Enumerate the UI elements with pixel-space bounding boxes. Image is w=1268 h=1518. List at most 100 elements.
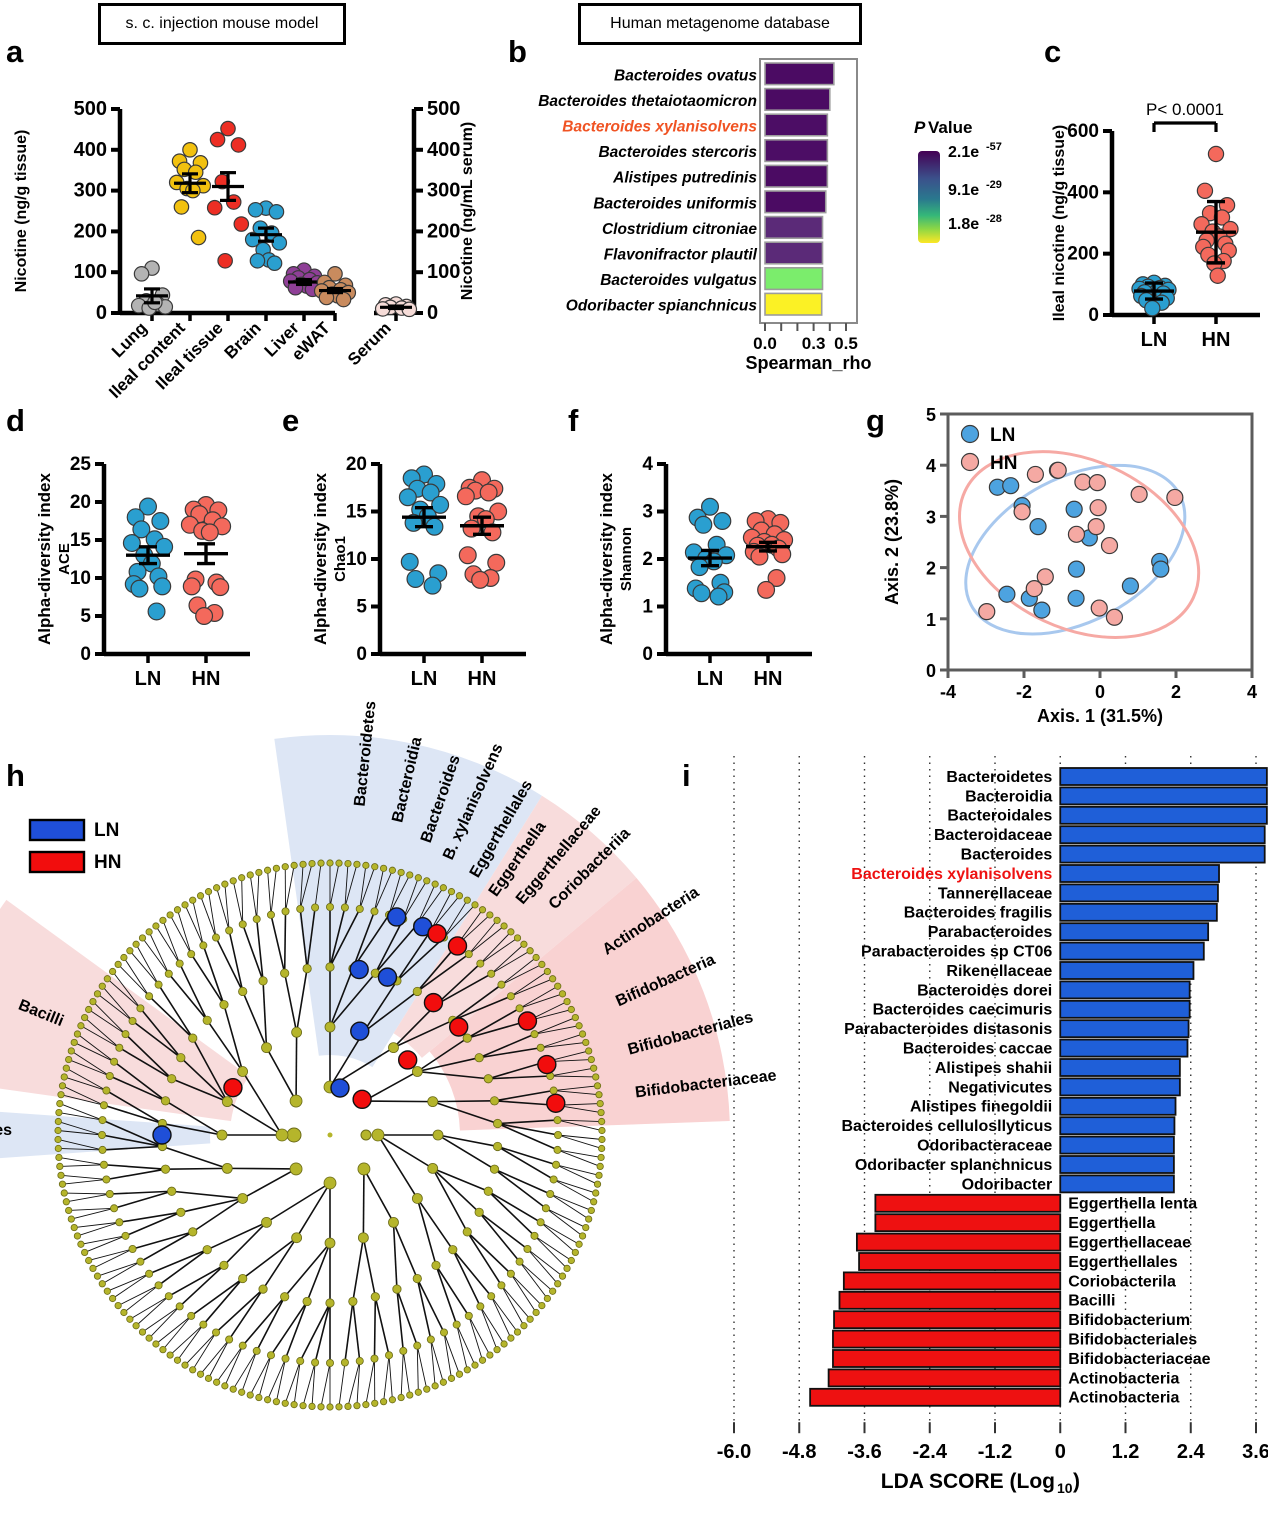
cladogram-node (237, 1066, 249, 1077)
cladogram-node (252, 1346, 261, 1355)
cladogram-node (500, 1340, 508, 1348)
panel-i-bar-ln (1059, 1116, 1176, 1136)
svg-c-ytick: 600 (1067, 121, 1099, 142)
cladogram-node (432, 1129, 444, 1141)
cladogram-node (335, 1403, 343, 1411)
panel-g-legend-label: LN (990, 425, 1015, 446)
svg-e-ytick: 0 (356, 644, 367, 665)
panel-b-xtick: 0.3 (802, 334, 826, 353)
cladogram-node (448, 1245, 458, 1255)
panel-b-category-label: Clostridium citroniae (602, 221, 757, 238)
cladogram-node-hn (223, 1077, 243, 1098)
svg-f-point (767, 569, 786, 588)
panel-i-xtick: 0 (1055, 1441, 1066, 1463)
panel-b-category-label: Bacteroides ovatus (614, 67, 757, 84)
panel-i-bar-ln (1059, 980, 1191, 1000)
cladogram-node (167, 1074, 177, 1084)
panel-i-bar-ln (1059, 864, 1220, 883)
panel-g-point-hn (978, 603, 996, 621)
panel-g-point-hn (1166, 488, 1184, 507)
cladogram-node (549, 1175, 558, 1184)
cladogram-node (138, 1328, 147, 1336)
panel-i-bar-label: Parabacteroides (928, 924, 1053, 941)
cladogram-node (189, 896, 197, 904)
panel-a-xtick-brain: Brain (221, 318, 265, 362)
panel-g-xtick: 4 (1247, 682, 1257, 702)
cladogram-node (145, 1269, 154, 1278)
svg-d-xtick-hn: HN (192, 668, 221, 690)
cladogram-node (221, 1096, 233, 1108)
cladogram-node (225, 926, 234, 935)
panel-a-point (271, 235, 288, 251)
cladogram-node (463, 1366, 471, 1374)
cladogram-node (204, 1374, 213, 1382)
cladogram-node (483, 1074, 493, 1084)
cladogram-node (175, 959, 184, 968)
cladogram-node (81, 1248, 89, 1257)
panel-i-bar-label: Eggerthella (1068, 1215, 1155, 1232)
svg-d-ylabel-main: Alpha-diversity index (35, 472, 54, 644)
cladogram-node (388, 1396, 397, 1404)
panel-g-point-ln (1067, 560, 1086, 578)
cladogram-node (487, 969, 496, 978)
panel-g-point-ln (1033, 601, 1051, 619)
panel-a-ytick: 200 (74, 220, 107, 242)
cladogram-node (325, 903, 334, 912)
cladogram-node (213, 1378, 221, 1386)
cladogram-node (585, 1047, 593, 1055)
cladogram-node (102, 1086, 111, 1095)
svg-f-point (709, 587, 728, 606)
panel-g-point-hn (1100, 536, 1119, 555)
cladogram-node (219, 1260, 229, 1270)
svg-e-point (456, 487, 475, 506)
cladogram-node (371, 1128, 385, 1142)
cladogram-node (57, 1091, 65, 1099)
svg-d-ytick: 25 (70, 454, 92, 475)
cladogram-node (554, 1130, 563, 1139)
cladogram-node-hn (546, 1093, 566, 1113)
panel-a-point (268, 204, 285, 220)
cladogram-node (486, 911, 494, 919)
cladogram-node (211, 1328, 220, 1337)
panel-a-point (133, 266, 150, 282)
panel-a-ytick: 0 (96, 302, 107, 324)
cladogram-node (536, 1218, 545, 1227)
panel-i-bar-hn (855, 1232, 1062, 1252)
panel-b-category-label: Flavonifractor plautil (604, 247, 758, 264)
panel-i-bar-ln (1059, 999, 1191, 1019)
svg-f-point (692, 584, 711, 603)
panel-b-category-label: Alistipes putredinis (612, 170, 757, 187)
svg-e-ytick: 5 (356, 597, 367, 618)
cladogram-node (145, 928, 153, 936)
cladogram-node (590, 1064, 598, 1072)
svg-e-point (423, 576, 442, 595)
cladogram-node (552, 1160, 561, 1169)
cladogram-node-ln (349, 959, 369, 980)
cladogram-node (493, 916, 501, 924)
cladogram-node (370, 1354, 379, 1363)
cladogram-node (326, 1403, 334, 1411)
panel-i-bar-label: Actinobacteria (1068, 1370, 1179, 1387)
cladogram-node (102, 1175, 111, 1184)
panel-b-bar (764, 241, 824, 265)
svg-e-point (487, 553, 506, 572)
cladogram-node (55, 1108, 63, 1117)
cladogram-node (258, 1284, 268, 1294)
cladogram-node (414, 1388, 422, 1396)
svg-d-point (211, 578, 230, 597)
cladogram-node (353, 860, 361, 868)
panel-b-legend-title-p: P (914, 118, 926, 137)
panel-i-bar-hn (827, 1368, 1062, 1388)
cladogram-node (173, 1356, 182, 1364)
panel-a-ylabel-right: Nicotine (ng/mL serum) (459, 122, 476, 300)
cladogram-node (85, 1256, 93, 1265)
panel-i-bar-label: Actinobacteria (1068, 1390, 1179, 1407)
cladogram-node (213, 884, 221, 892)
panel-a-ytick-right: 0 (427, 302, 438, 324)
cladogram-node (397, 868, 405, 877)
cladogram-node (530, 1231, 539, 1240)
panel-a-ytick-right: 300 (427, 180, 460, 202)
svg-d-point (153, 577, 172, 596)
svg-d-point (182, 577, 201, 596)
panel-h-legend-swatch-hn (28, 850, 86, 874)
